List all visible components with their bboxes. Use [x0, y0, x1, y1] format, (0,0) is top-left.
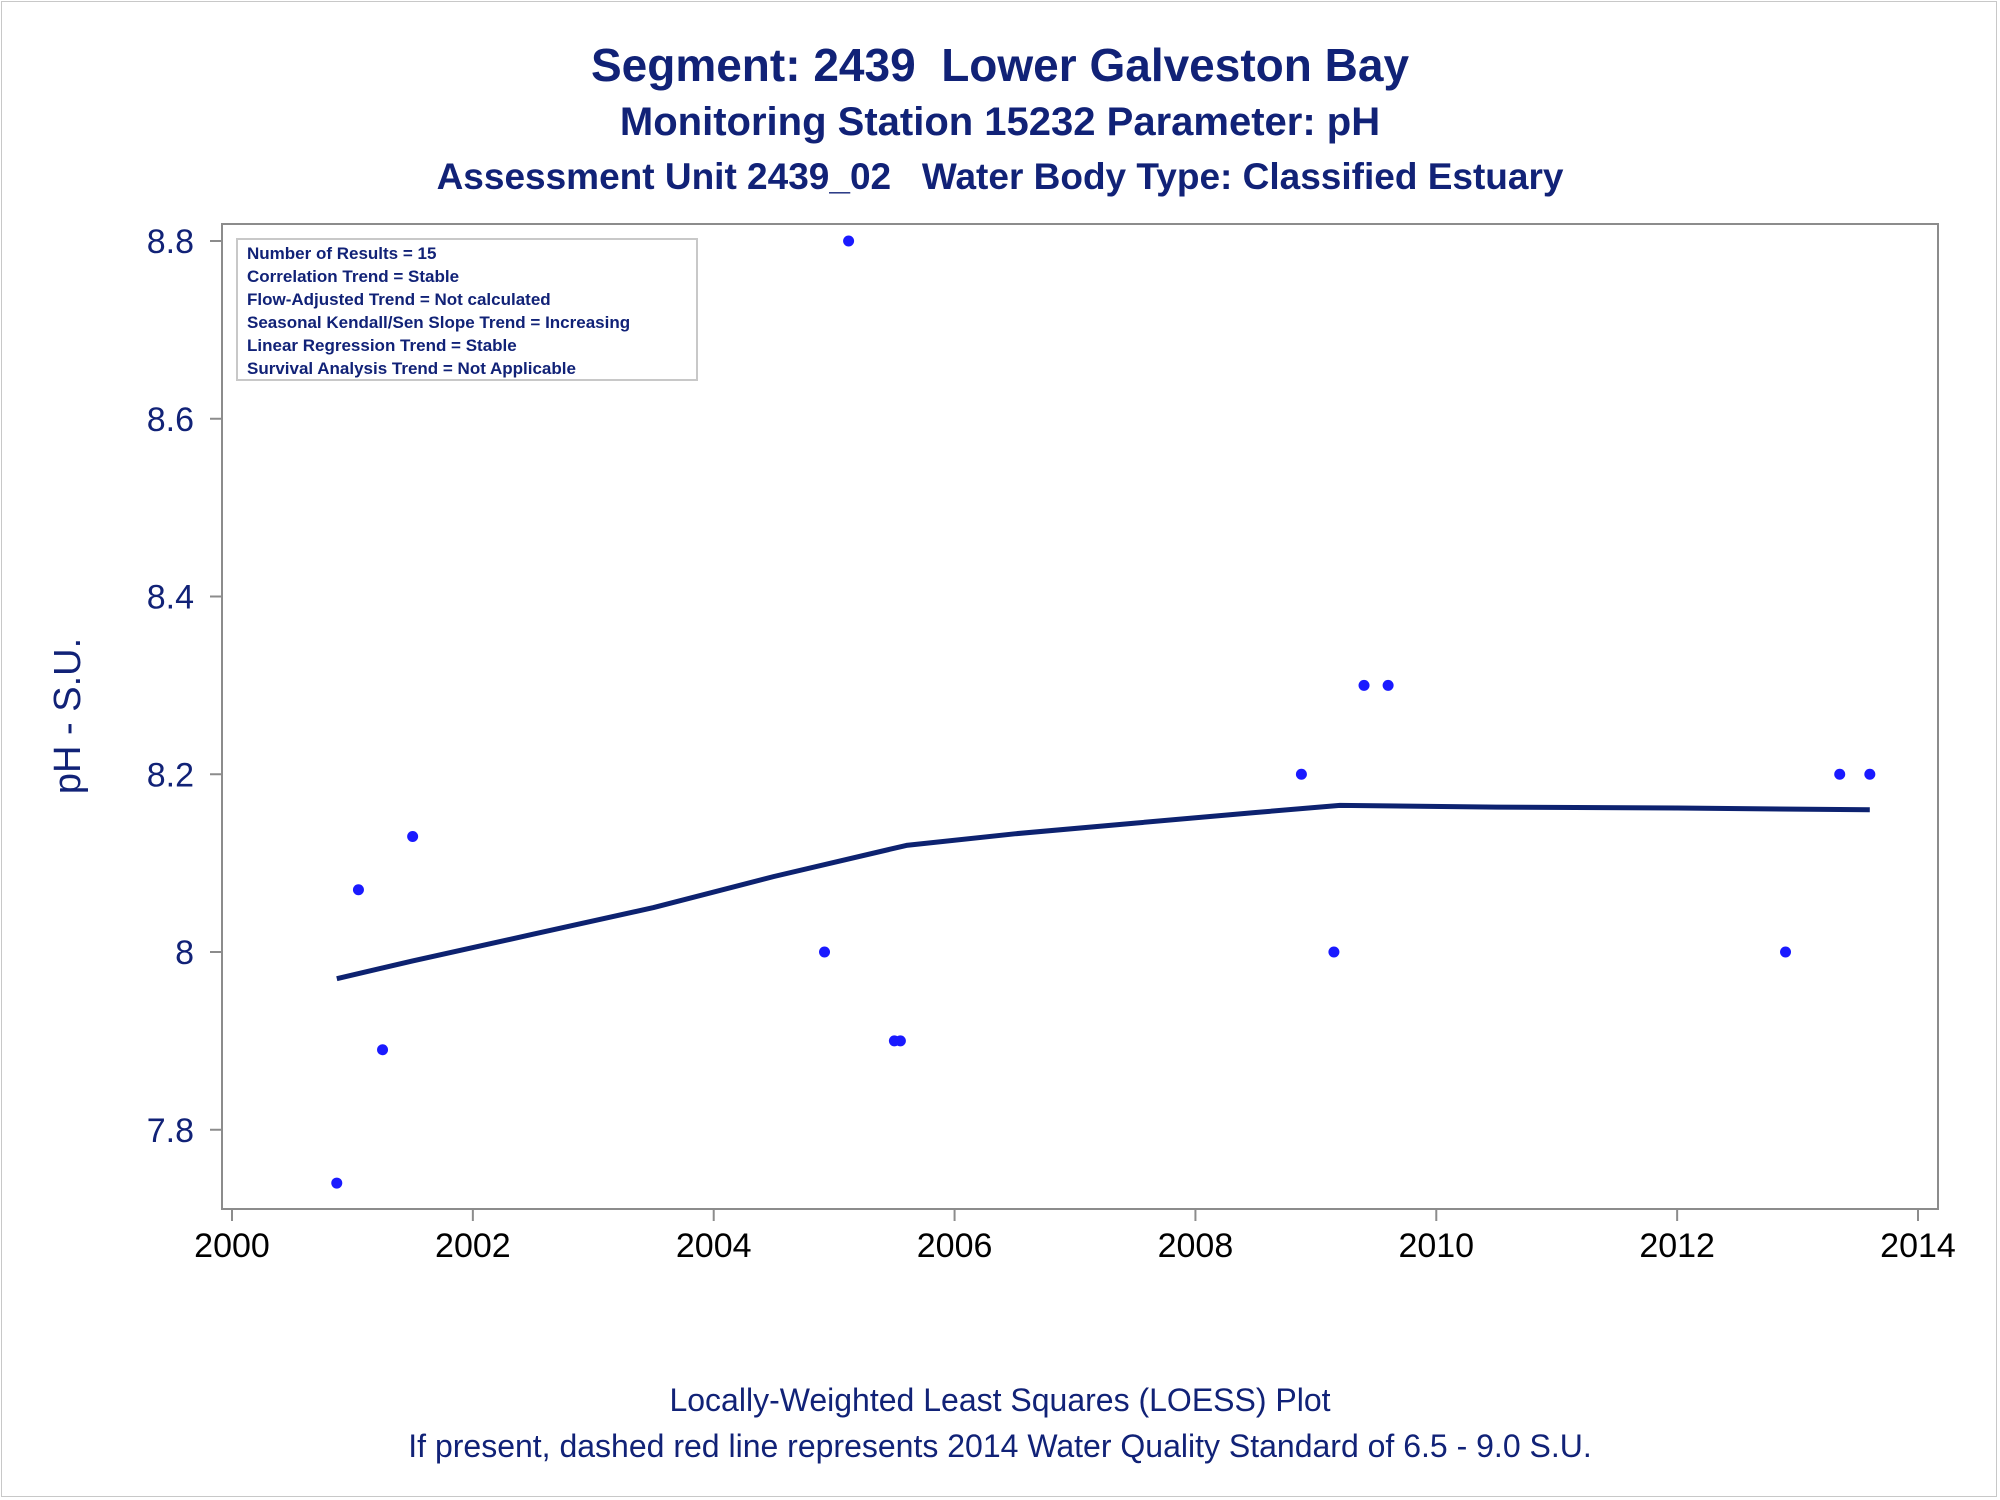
x-tick-label: 2002 — [435, 1227, 511, 1265]
data-point — [819, 946, 831, 958]
x-tick-label: 2004 — [676, 1227, 752, 1265]
data-point — [894, 1035, 906, 1047]
footnote-standard: If present, dashed red line represents 2… — [408, 1428, 1592, 1464]
x-tick-label: 2000 — [194, 1227, 270, 1265]
data-point — [407, 830, 419, 842]
data-point — [352, 884, 364, 896]
chart-subtitle-station: Monitoring Station 15232 Parameter: pH — [619, 100, 1381, 144]
data-point — [1382, 679, 1394, 691]
y-tick-label: 7.8 — [147, 1112, 194, 1150]
trend-summary-line: Correlation Trend = Stable — [247, 267, 459, 286]
trend-summary-line: Survival Analysis Trend = Not Applicable — [247, 359, 576, 378]
data-point — [1358, 679, 1370, 691]
footnote-loess: Locally-Weighted Least Squares (LOESS) P… — [669, 1382, 1331, 1418]
x-tick-label: 2010 — [1398, 1227, 1474, 1265]
y-tick-label: 8 — [175, 934, 194, 972]
x-tick-label: 2012 — [1639, 1227, 1715, 1265]
trend-summary-line: Flow-Adjusted Trend = Not calculated — [247, 290, 551, 309]
chart-title: Segment: 2439 Lower Galveston Bay — [590, 39, 1410, 91]
y-tick-label: 8.4 — [147, 579, 194, 617]
data-point — [1834, 768, 1846, 780]
data-point — [1295, 768, 1307, 780]
loess-line — [336, 802, 1870, 982]
x-tick-label: 2006 — [917, 1227, 993, 1265]
y-tick-label: 8.8 — [147, 223, 194, 261]
data-point — [331, 1177, 343, 1189]
data-point — [377, 1044, 389, 1056]
plot-area — [221, 223, 1939, 1210]
trend-summary-line: Number of Results = 15 — [247, 244, 436, 263]
trend-summary-box — [236, 238, 698, 381]
x-tick-label: 2014 — [1880, 1227, 1956, 1265]
data-point — [1328, 946, 1340, 958]
y-axis-label: pH - S.U. — [47, 638, 89, 794]
data-point — [843, 235, 855, 247]
chart-subtitle-assessment: Assessment Unit 2439_02 Water Body Type:… — [436, 156, 1564, 197]
data-point — [1864, 768, 1876, 780]
x-tick-label: 2008 — [1158, 1227, 1234, 1265]
trend-summary-line: Seasonal Kendall/Sen Slope Trend = Incre… — [247, 313, 630, 332]
y-tick-label: 8.2 — [147, 756, 194, 794]
trend-summary-line: Linear Regression Trend = Stable — [247, 336, 517, 355]
data-point — [1780, 946, 1792, 958]
y-tick-label: 8.6 — [147, 401, 194, 439]
